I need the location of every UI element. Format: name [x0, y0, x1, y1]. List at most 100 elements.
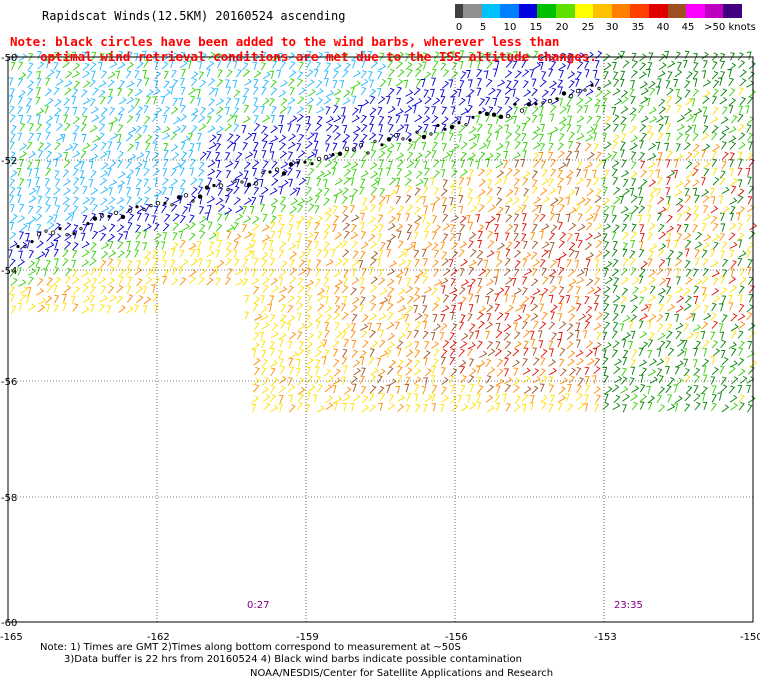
quality-flag-circle	[170, 203, 174, 207]
wind-barb-group	[8, 50, 603, 267]
quality-flag-circle	[484, 111, 490, 117]
quality-flag-circle	[274, 167, 280, 172]
quality-flag-circle	[449, 124, 455, 130]
legend-swatch	[455, 4, 463, 18]
quality-flag-circle	[281, 171, 287, 176]
quality-flag-circle	[505, 113, 511, 119]
latitude-label: -52	[1, 156, 17, 167]
legend-swatch	[630, 4, 649, 18]
quality-flag-circle	[358, 142, 364, 148]
quality-flag-circle	[86, 222, 90, 226]
footer-note-line-1: Note: 1) Times are GMT 2)Times along bot…	[40, 642, 461, 653]
quality-flag-circle	[344, 146, 350, 152]
quality-flag-circle	[568, 93, 574, 99]
quality-flag-circle	[513, 102, 517, 106]
legend-swatch	[667, 4, 687, 18]
wind-speed-legend: 0 5 10 15 20 25 30 35 40 45 >50 knots	[455, 4, 760, 38]
legend-swatch	[704, 4, 724, 18]
quality-flag-circle	[44, 229, 48, 233]
legend-label: 10	[503, 22, 517, 33]
longitude-label: -150	[740, 632, 760, 643]
latitude-labels: -50 -52 -54 -56 -58 -60	[1, 53, 17, 629]
quality-flag-circle	[72, 232, 76, 236]
legend-label: 35	[631, 22, 645, 33]
legend-swatch	[723, 4, 742, 18]
quality-flag-circles-layer	[16, 83, 601, 249]
quality-flag-circle	[386, 137, 392, 142]
quality-flag-circle	[373, 139, 377, 143]
quality-flag-circle	[316, 156, 322, 162]
quality-flag-circle	[464, 123, 468, 127]
footer-note-line-2: 3)Data buffer is 22 hrs from 20160524 4)…	[64, 654, 522, 665]
quality-flag-circle	[296, 161, 300, 165]
quality-flag-circle	[471, 115, 475, 119]
quality-flag-circle	[590, 83, 594, 87]
quality-flag-circle	[79, 227, 83, 231]
quality-flag-circle	[226, 188, 230, 192]
quality-flag-circle	[23, 245, 27, 249]
latitude-label: -58	[1, 493, 17, 504]
credit-line: NOAA/NESDIS/Center for Satellite Applica…	[250, 668, 554, 679]
legend-label: >50 knots	[704, 22, 756, 33]
quality-flag-circle	[240, 180, 244, 184]
wind-barb-group	[601, 50, 756, 413]
quality-flag-circle	[310, 162, 314, 166]
quality-flag-circle	[176, 195, 182, 200]
map-title: Rapidscat Winds(12.5KM) 20160524 ascendi…	[42, 9, 346, 23]
quality-flag-circle	[288, 162, 294, 167]
quality-flag-circle	[107, 214, 111, 218]
longitude-labels: -165 -162 -159 -156 -153 -150	[0, 632, 760, 643]
quality-flag-circle	[191, 199, 195, 203]
quality-flag-circle	[478, 110, 482, 115]
wind-barb-group	[440, 151, 758, 377]
wind-barbs-layer	[8, 50, 758, 413]
quality-flag-circle	[519, 108, 525, 113]
quality-flag-circle	[65, 233, 69, 237]
legend-label: 5	[479, 22, 487, 33]
quality-flag-circle	[351, 147, 357, 152]
quality-flag-circle	[142, 207, 146, 211]
quality-flag-circle	[261, 171, 265, 175]
longitude-label: -159	[296, 632, 319, 643]
quality-flag-circle	[547, 98, 553, 104]
latitude-label: -60	[1, 618, 17, 629]
quality-flag-circle	[92, 216, 98, 221]
quality-flag-circle	[113, 210, 119, 215]
quality-flag-circle	[541, 101, 545, 105]
legend-label: 45	[681, 22, 695, 33]
quality-flag-circle	[36, 231, 42, 237]
legend-label: 40	[656, 22, 670, 33]
wind-barb-group	[26, 142, 755, 413]
quality-flag-circle	[58, 227, 62, 231]
wind-barb-group	[8, 50, 387, 240]
quality-flag-circle	[30, 240, 34, 244]
quality-flag-circle	[401, 137, 405, 141]
graticule-grid	[8, 57, 753, 622]
quality-flag-circle	[50, 230, 56, 235]
quality-flag-circle	[337, 151, 343, 156]
quality-flag-circle	[443, 127, 447, 131]
quality-flag-circle	[135, 205, 139, 209]
quality-flag-circle	[597, 86, 601, 90]
quality-flag-circle	[555, 97, 559, 101]
legend-swatch	[481, 4, 501, 18]
quality-flag-circle	[16, 244, 20, 249]
wind-barb-group	[9, 50, 757, 413]
quality-flag-circle	[155, 201, 161, 206]
quality-flag-circle	[415, 130, 419, 134]
longitude-label: -153	[594, 632, 617, 643]
longitude-label: -162	[147, 632, 170, 643]
quality-flag-circle	[204, 185, 210, 190]
time-label-2335: 23:35	[614, 600, 643, 611]
quality-flag-circle	[561, 91, 567, 96]
quality-flag-circle	[127, 208, 133, 213]
quality-flag-circle	[99, 213, 105, 218]
quality-flag-circle	[366, 151, 370, 155]
contamination-note-line-1: Note: black circles have been added to t…	[10, 34, 560, 49]
quality-flag-circle	[149, 204, 153, 208]
quality-flag-circle	[331, 153, 335, 157]
legend-color-bar	[455, 4, 742, 18]
legend-label: 30	[605, 22, 619, 33]
quality-flag-circle	[253, 181, 259, 186]
